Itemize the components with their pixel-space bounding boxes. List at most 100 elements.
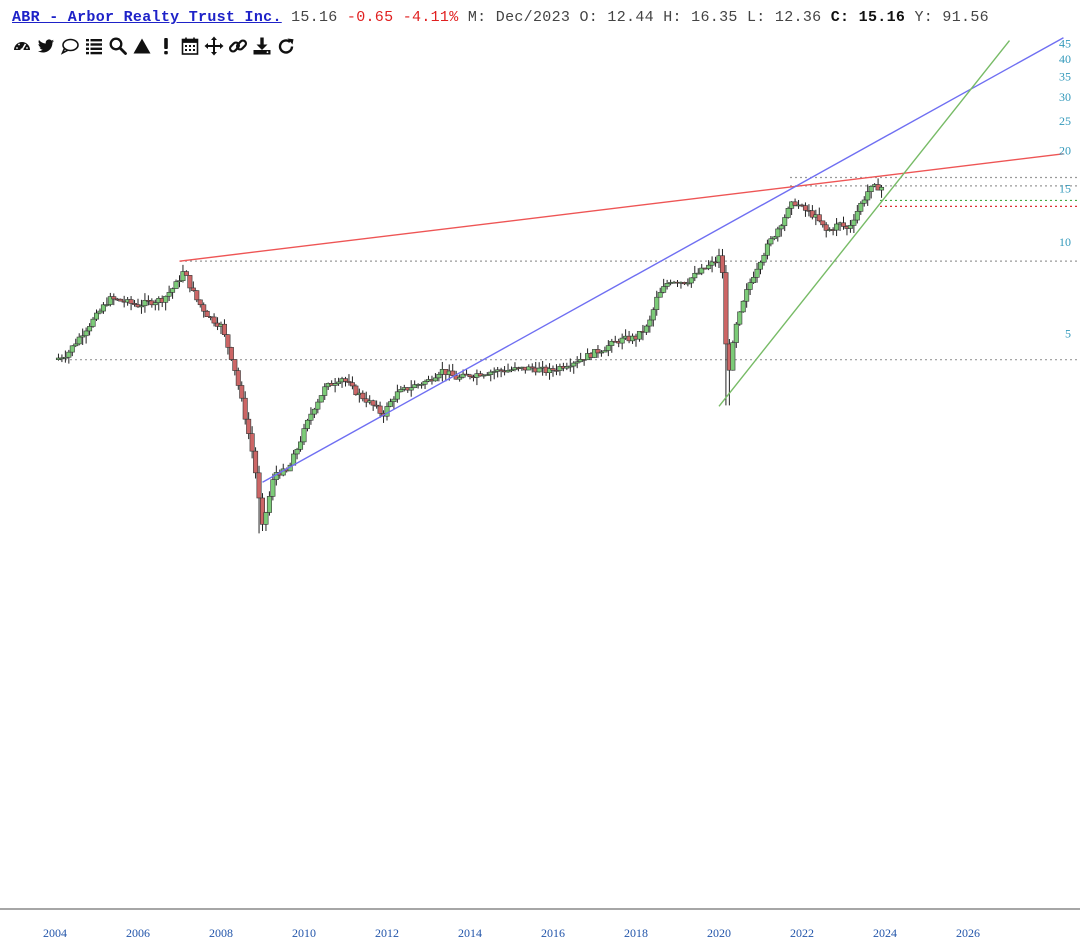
candle-body-42 — [201, 304, 207, 312]
triangle-icon[interactable] — [131, 34, 153, 58]
link-icon[interactable] — [227, 34, 249, 58]
candle-body-202 — [754, 268, 760, 278]
dashboard-icon[interactable] — [11, 34, 33, 58]
candle-body-238 — [879, 186, 885, 191]
candle-body-230 — [851, 219, 857, 226]
candle-body-7 — [80, 335, 86, 338]
candle-body-227 — [840, 222, 846, 227]
candle-body-54 — [242, 397, 248, 420]
comment-icon[interactable] — [59, 34, 81, 58]
candle-body-218 — [809, 210, 815, 218]
ticker-title-link[interactable]: ABR - Arbor Realty Trust Inc. — [12, 9, 282, 26]
candle-body-21 — [128, 299, 134, 304]
period-label: M: — [467, 9, 487, 26]
candle-body-207 — [771, 236, 777, 240]
candle-body-125 — [488, 371, 494, 375]
candle-body-174 — [657, 292, 663, 298]
candle-body-69 — [294, 449, 300, 455]
candle-body-45 — [211, 316, 217, 324]
candle-body-211 — [785, 208, 791, 218]
candle-body-213 — [792, 201, 798, 206]
x-tick-label-8: 2020 — [707, 926, 731, 940]
last-price: 15.16 — [291, 9, 338, 26]
candle-body-203 — [757, 261, 763, 270]
candle-body-144 — [553, 370, 559, 372]
candle-body-60 — [263, 512, 269, 525]
candle-body-39 — [190, 287, 196, 291]
candle-body-170 — [643, 325, 649, 333]
twitter-icon[interactable] — [35, 34, 57, 58]
candle-body-16 — [111, 296, 117, 300]
move-icon[interactable] — [203, 34, 225, 58]
y-tick-label-4: 30 — [1059, 90, 1071, 104]
candle-body-37 — [183, 271, 189, 276]
y-tick-label-5: 35 — [1059, 70, 1071, 84]
candle-body-184 — [692, 272, 698, 279]
search-icon[interactable] — [107, 34, 129, 58]
candle-body-159 — [605, 345, 611, 351]
chart-toolbar — [11, 34, 297, 60]
candle-body-206 — [768, 238, 774, 245]
candle-body-137 — [529, 366, 535, 369]
high-value: 16.35 — [691, 9, 738, 26]
candle-body-149 — [571, 362, 577, 367]
candle-body-103 — [412, 384, 418, 389]
candle-body-51 — [232, 359, 238, 371]
y-value: 91.56 — [942, 9, 989, 26]
candle-body-188 — [706, 264, 712, 269]
open-label: O: — [579, 9, 599, 26]
x-tick-label-2: 2008 — [209, 926, 233, 940]
candle-body-173 — [654, 296, 660, 310]
candle-body-18 — [118, 298, 124, 302]
y-label: Y: — [914, 9, 934, 26]
low-label: L: — [747, 9, 766, 26]
candle-body-197 — [737, 311, 743, 325]
candle-body-53 — [239, 385, 245, 399]
candle-body-196 — [733, 323, 739, 343]
candle-body-119 — [467, 374, 473, 378]
candle-body-77 — [322, 386, 328, 396]
candle-body-130 — [505, 369, 511, 373]
candle-body-155 — [591, 349, 597, 358]
candle-body-126 — [491, 371, 497, 373]
x-tick-label-1: 2006 — [126, 926, 150, 940]
candle-body-235 — [868, 185, 874, 193]
candle-body-73 — [308, 413, 314, 421]
y-tick-label-6: 40 — [1059, 52, 1071, 66]
exclamation-icon[interactable] — [155, 34, 177, 58]
open-value: 12.44 — [607, 9, 654, 26]
candle-body-232 — [858, 202, 864, 212]
refresh-icon[interactable] — [275, 34, 297, 58]
candle-body-105 — [419, 383, 425, 386]
candle-body-25 — [142, 299, 148, 307]
candle-body-148 — [567, 365, 573, 368]
y-tick-label-1: 15 — [1059, 181, 1071, 195]
quote-header: ABR - Arbor Realty Trust Inc. 15.16 -0.6… — [12, 6, 989, 30]
download-icon[interactable] — [251, 34, 273, 58]
candle-body-110 — [436, 373, 442, 379]
candle-body-229 — [847, 225, 853, 229]
low-value: 12.36 — [774, 9, 822, 26]
calendar-icon[interactable] — [179, 34, 201, 58]
candle-body-116 — [457, 376, 463, 380]
list-icon[interactable] — [83, 34, 105, 58]
period-value: Dec/2023 — [495, 9, 571, 26]
candle-body-234 — [865, 191, 871, 201]
candle-body-55 — [246, 418, 252, 434]
candle-body-15 — [107, 296, 113, 305]
trendline-1 — [262, 37, 1064, 483]
candle-body-88 — [360, 392, 366, 400]
candle-body-81 — [336, 381, 342, 384]
candle-body-147 — [564, 366, 570, 369]
candle-body-209 — [778, 225, 784, 230]
candle-body-14 — [104, 304, 110, 306]
candle-body-3 — [66, 351, 72, 358]
x-tick-label-10: 2024 — [873, 926, 897, 940]
candle-body-36 — [180, 271, 186, 282]
candle-body-182 — [685, 282, 691, 285]
candle-body-33 — [170, 288, 176, 293]
candle-body-59 — [259, 497, 265, 525]
candle-body-186 — [699, 267, 705, 274]
x-tick-label-6: 2016 — [541, 926, 565, 940]
